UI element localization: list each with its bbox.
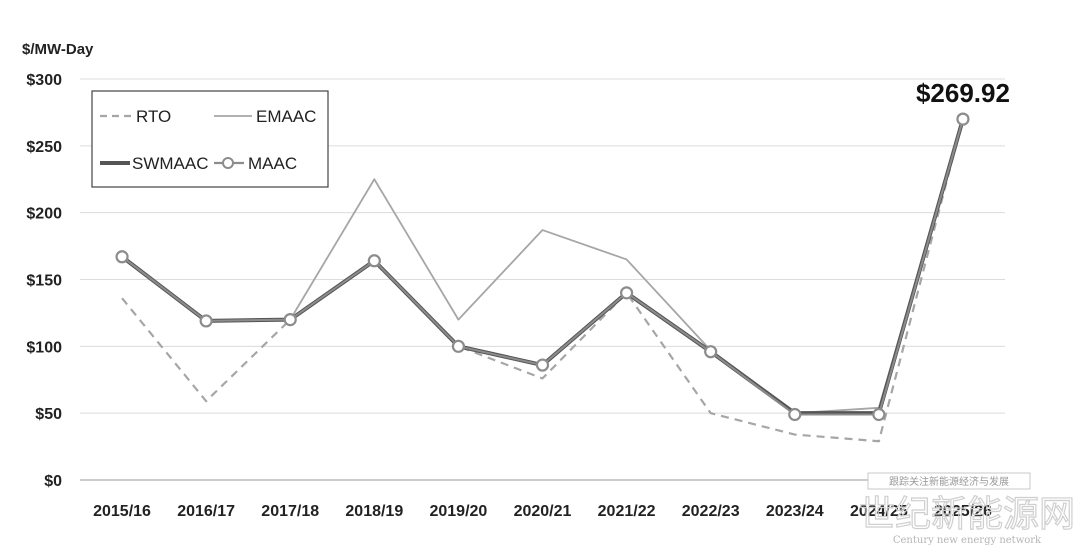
y-tick-label: $50: [35, 406, 62, 423]
series-lines: [115, 112, 970, 443]
data-point-maac: [704, 345, 718, 359]
series-line-rto: [121, 118, 965, 443]
x-axis-ticks: 2015/16 2016/17 2017/18 2018/19 2019/20 2020/…: [93, 503, 992, 520]
x-tick-label: 2022/23: [682, 503, 740, 520]
data-point-maac: [535, 358, 550, 372]
data-point-maac: [872, 407, 886, 422]
x-tick-label: 2015/16: [93, 503, 151, 520]
legend-maac-marker: [222, 157, 234, 169]
y-tick-label: $300: [26, 72, 62, 89]
value-callout: $269.92: [916, 78, 1010, 108]
data-point-maac: [367, 254, 381, 268]
legend-rto-label: RTO: [136, 107, 171, 126]
data-point-maac: [956, 112, 970, 126]
x-tick-label: 2018/19: [345, 503, 403, 520]
watermark: 跟踪关注新能源经济与发展 世纪新能源网 Century new energy n…: [858, 472, 1076, 546]
y-tick-label: $200: [26, 206, 62, 223]
data-point-maac: [788, 407, 802, 422]
y-axis-unit-label: $/MW-Day: [22, 41, 94, 58]
legend-box: [91, 90, 329, 188]
legend-maac-label: MAAC: [248, 154, 297, 173]
x-tick-label: 2016/17: [177, 503, 235, 520]
y-tick-label: $100: [26, 339, 62, 356]
x-tick-label: 2025/26: [934, 503, 992, 520]
legend: RTO EMAAC SWMAAC MAAC: [91, 90, 329, 188]
watermark-box-text: 跟踪关注新能源经济与发展: [889, 475, 1009, 488]
watermark-subtitle: Century new energy network: [893, 535, 1042, 546]
x-tick-label: 2017/18: [261, 503, 319, 520]
data-point-maac: [199, 314, 213, 328]
watermark-box: [867, 472, 1031, 490]
x-tick-label: 2021/22: [598, 503, 656, 520]
data-point-maac: [283, 313, 297, 327]
y-tick-label: $250: [26, 139, 62, 156]
x-tick-label: 2023/24: [766, 503, 824, 520]
x-tick-label: 2020/21: [514, 503, 572, 520]
data-point-maac: [451, 339, 466, 353]
x-tick-label: 2019/20: [429, 503, 487, 520]
watermark-title: 世纪新能源网: [859, 494, 1075, 535]
y-tick-label: $150: [26, 273, 62, 290]
y-tick-label: $0: [44, 473, 62, 490]
legend-swmaac-label: SWMAAC: [132, 154, 209, 173]
x-tick-label: 2024/25: [850, 503, 908, 520]
data-point-maac: [619, 286, 634, 300]
data-point-maac: [115, 250, 129, 264]
legend-emaac-label: EMAAC: [256, 107, 316, 126]
y-axis-ticks: $0 $50 $100 $150 $200 $250 $300: [26, 72, 62, 490]
